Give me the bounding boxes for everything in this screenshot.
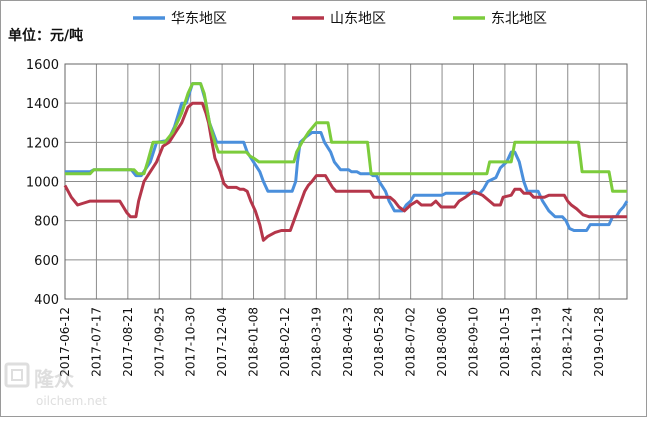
x-tick-label: 2018-03-19 — [309, 307, 323, 377]
x-tick-label: 2018-08-06 — [435, 307, 449, 377]
y-tick-label: 1600 — [26, 58, 59, 73]
watermark-mark — [4, 362, 30, 388]
x-tick-label: 2018-10-15 — [498, 307, 512, 377]
x-tick-label: 2018-11-19 — [529, 307, 543, 377]
legend: 华东地区 山东地区 东北地区 — [133, 11, 547, 27]
series-line-3 — [65, 82, 627, 193]
x-tick-label: 2017-09-25 — [152, 307, 166, 377]
x-tick-label: 2017-12-04 — [215, 307, 229, 377]
x-tick-label: 2018-12-24 — [561, 307, 575, 377]
legend-label: 山东地区 — [330, 11, 386, 27]
legend-label: 华东地区 — [171, 11, 227, 27]
x-tick-label: 2018-04-23 — [341, 307, 355, 377]
watermark-brand: 隆众 — [34, 367, 74, 391]
watermark-mark-inner — [11, 369, 23, 381]
series-line-2 — [63, 101, 627, 242]
x-tick-label: 2017-07-17 — [89, 307, 103, 377]
y-tick-label: 400 — [34, 293, 59, 308]
legend-label: 东北地区 — [491, 11, 547, 27]
unit-label: 单位：元/吨 — [8, 27, 83, 44]
y-tick-label: 1200 — [26, 136, 59, 151]
y-tick-label: 600 — [34, 254, 59, 269]
watermark-logo: 隆众 oilchem.net — [4, 362, 107, 408]
x-tick-label: 2018-01-08 — [247, 307, 261, 377]
watermark-site: oilchem.net — [36, 394, 107, 408]
x-tick-label: 2018-05-28 — [372, 307, 386, 377]
x-tick-label: 2018-07-02 — [404, 307, 418, 377]
x-tick-label: 2018-02-12 — [278, 307, 292, 377]
y-tick-label: 1400 — [26, 97, 59, 112]
x-tick-label: 2018-09-10 — [466, 307, 480, 377]
x-tick-label: 2017-06-12 — [58, 307, 72, 377]
series-layer — [63, 82, 629, 242]
axes-layer: 400 600 800 1000 1200 1400 1600 2017-06-12 2017-… — [26, 58, 628, 377]
x-tick-label: 2019-01-28 — [592, 307, 606, 377]
y-tick-label: 1000 — [26, 176, 59, 191]
x-tick-label: 2017-10-30 — [184, 307, 198, 377]
x-tick-label: 2017-08-21 — [121, 307, 135, 377]
plot-frame — [64, 63, 628, 300]
y-tick-label: 800 — [34, 215, 59, 230]
